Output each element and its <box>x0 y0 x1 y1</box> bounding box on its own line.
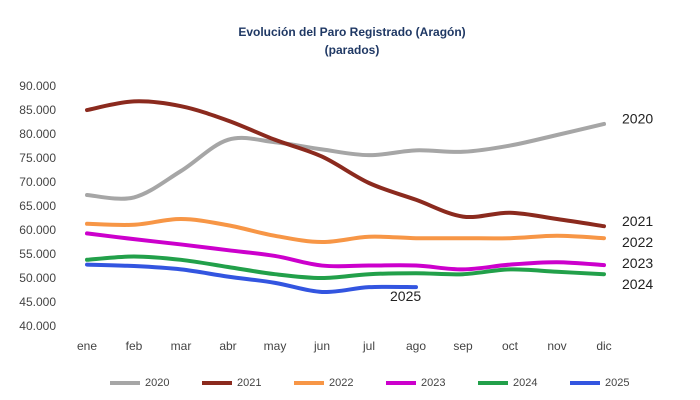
x-tick-label: abr <box>219 339 236 353</box>
series-end-label: 2022 <box>622 234 653 250</box>
y-tick-label: 45.000 <box>19 295 56 309</box>
series-end-label: 2024 <box>622 276 653 292</box>
series-end-label: 2021 <box>622 213 653 229</box>
line-series <box>85 216 606 245</box>
series-end-label: 2020 <box>622 111 653 127</box>
y-tick-label: 40.000 <box>19 319 56 333</box>
line-series <box>85 262 418 294</box>
legend-label: 2023 <box>421 377 445 389</box>
y-tick-label: 85.000 <box>19 103 56 117</box>
y-tick-label: 65.000 <box>19 199 56 213</box>
chart-subtitle: (parados) <box>325 43 380 57</box>
y-tick-label: 60.000 <box>19 223 56 237</box>
x-tick-label: sep <box>453 339 473 353</box>
x-tick-label: feb <box>126 339 143 353</box>
line-series <box>85 231 606 272</box>
x-tick-label: jun <box>313 339 330 353</box>
legend-label: 2021 <box>237 377 261 389</box>
x-tick-label: jul <box>362 339 375 353</box>
y-tick-label: 50.000 <box>19 271 56 285</box>
line-series <box>85 121 606 201</box>
series-end-label: 2025 <box>390 288 421 304</box>
line-series <box>85 254 606 281</box>
series-end-label: 2023 <box>622 255 653 271</box>
chart-title: Evolución del Paro Registrado (Aragón) <box>238 25 465 39</box>
x-tick-label: ene <box>77 339 97 353</box>
y-tick-label: 80.000 <box>19 127 56 141</box>
y-tick-label: 70.000 <box>19 175 56 189</box>
x-tick-label: nov <box>547 339 566 353</box>
line-series <box>85 99 606 229</box>
y-tick-label: 55.000 <box>19 247 56 261</box>
legend-label: 2020 <box>145 377 169 389</box>
x-tick-label: dic <box>596 339 611 353</box>
y-tick-label: 90.000 <box>19 79 56 93</box>
y-tick-label: 75.000 <box>19 151 56 165</box>
x-tick-label: oct <box>502 339 519 353</box>
x-tick-label: ago <box>406 339 426 353</box>
legend-label: 2024 <box>513 377 537 389</box>
x-tick-label: may <box>264 339 287 353</box>
legend-label: 2025 <box>605 377 629 389</box>
legend-label: 2022 <box>329 377 353 389</box>
x-tick-label: mar <box>171 339 192 353</box>
